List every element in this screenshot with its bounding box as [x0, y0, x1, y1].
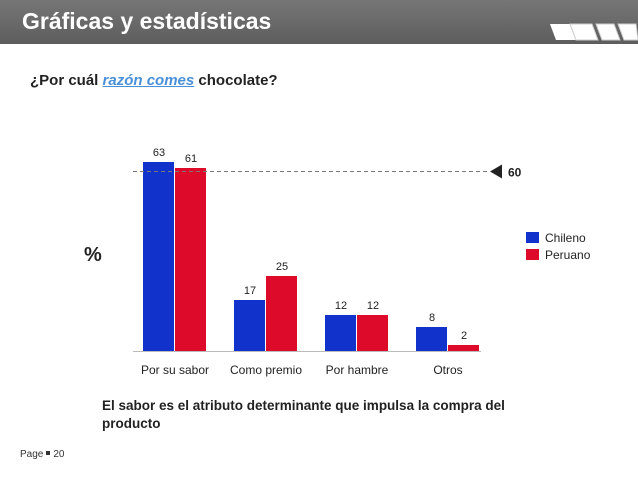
- page-footer: Page 20: [20, 449, 64, 460]
- bar-peruano-0: [175, 168, 206, 351]
- page-number: 20: [53, 449, 65, 460]
- reference-line-label: 60: [508, 166, 522, 180]
- arrow-decoration-icon: [550, 23, 638, 41]
- bar-peruano-1: [266, 276, 297, 351]
- data-label-chileno-2: 12: [335, 300, 347, 312]
- data-label-peruano-0: 61: [185, 153, 197, 165]
- data-label-chileno-3: 8: [429, 312, 435, 324]
- bar-chileno-0: [143, 162, 174, 351]
- legend-swatch-peruano: [526, 249, 539, 260]
- question-highlight: razón comes: [102, 72, 195, 89]
- header-bar: Gráficas y estadísticas: [0, 0, 638, 44]
- chart-question: ¿Por cuál razón comes chocolate?: [30, 72, 278, 89]
- data-label-peruano-3: 2: [461, 330, 467, 342]
- y-axis-label: %: [84, 244, 102, 266]
- legend-label-peruano: Peruano: [545, 247, 591, 262]
- page-title: Gráficas y estadísticas: [22, 8, 272, 34]
- reference-arrow-icon: [490, 164, 502, 179]
- question-prefix: ¿Por cuál: [30, 72, 103, 89]
- x-tick-label-2: Por hambre: [326, 363, 389, 377]
- legend-swatch-chileno: [526, 232, 539, 243]
- chart-legend: Chileno Peruano: [526, 229, 590, 263]
- x-tick-label-1: Como premio: [230, 363, 302, 377]
- bar-chileno-1: [234, 300, 265, 351]
- legend-label-chileno: Chileno: [545, 230, 586, 245]
- conclusion-text: El sabor es el atributo determinante que…: [102, 398, 505, 431]
- bar-peruano-3: [448, 345, 479, 351]
- bar-chileno-2: [325, 315, 356, 351]
- x-tick-label-3: Otros: [433, 363, 462, 377]
- x-tick-label-0: Por su sabor: [141, 363, 209, 377]
- data-label-peruano-2: 12: [367, 300, 379, 312]
- data-label-chileno-0: 63: [153, 147, 165, 159]
- page-label: Page: [20, 449, 44, 460]
- data-label-chileno-1: 17: [244, 285, 256, 297]
- bullet-icon: [46, 451, 51, 456]
- legend-item-chileno: Chileno: [526, 229, 590, 246]
- question-suffix: chocolate?: [194, 72, 278, 89]
- legend-item-peruano: Peruano: [526, 246, 590, 263]
- bar-chileno-3: [416, 327, 447, 351]
- data-label-peruano-1: 25: [276, 261, 288, 273]
- bar-peruano-2: [357, 315, 388, 351]
